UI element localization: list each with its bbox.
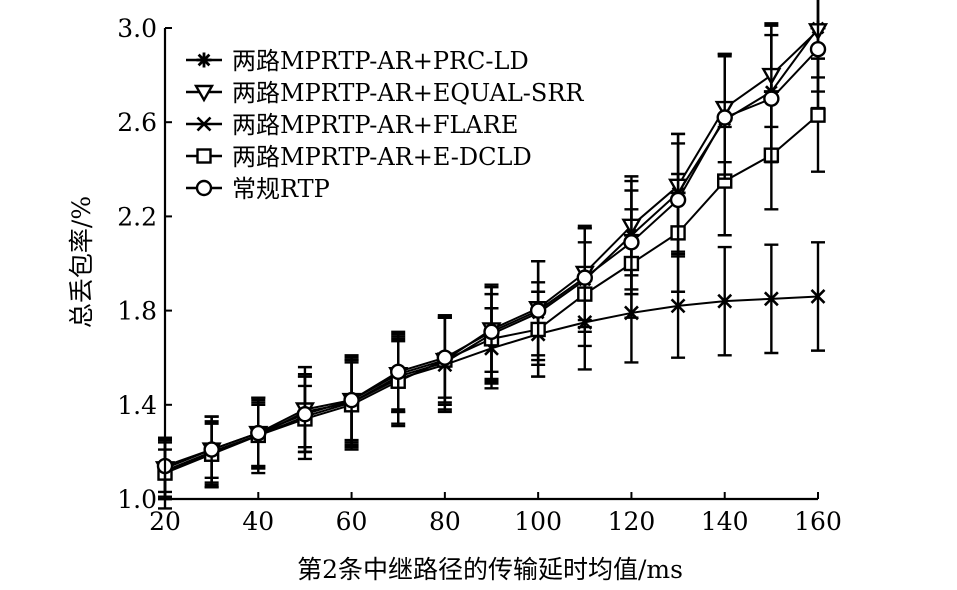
legend-entry-4: 两路MPRTP-AR+E-DCLD	[186, 143, 532, 171]
series-5-markers	[156, 40, 827, 475]
data-point	[763, 90, 780, 107]
legend-entry-3: 两路MPRTP-AR+FLARE	[186, 111, 518, 139]
legend-marker	[196, 148, 212, 164]
x-tick-label: 160	[794, 507, 842, 536]
legend-label: 两路MPRTP-AR+FLARE	[232, 111, 518, 139]
x-tick-label: 40	[242, 507, 274, 536]
y-tick-label: 1.8	[117, 297, 157, 326]
chart-marks-layer	[154, 0, 829, 510]
y-tick-label: 3.0	[117, 14, 157, 43]
data-point	[670, 298, 686, 314]
data-point	[529, 302, 547, 319]
legend-entry-1: 两路MPRTP-AR+PRC-LD	[186, 47, 529, 75]
x-tick-label: 60	[336, 507, 368, 536]
legend-marker	[195, 179, 213, 197]
data-point	[669, 191, 687, 209]
legend-marker	[196, 52, 212, 68]
legend-marker	[196, 116, 212, 132]
data-point	[436, 349, 454, 366]
x-axis-label: 第2条中继路径的传输延时均值/ms	[297, 555, 683, 584]
x-tick-label: 100	[514, 507, 562, 536]
y-axis-label: 总丢包率/%	[67, 196, 96, 328]
legend-marker	[193, 84, 215, 103]
x-tick-label: 140	[701, 507, 749, 536]
data-point	[250, 424, 267, 442]
x-tick-label: 80	[429, 507, 461, 536]
chart-axes-layer: 20 40 60 80 100 120 140 160 1.0 1.4 1.8 2.2 2.6 3.0	[117, 14, 842, 536]
y-tick-label: 2.6	[117, 108, 157, 137]
legend-label: 两路MPRTP-AR+EQUAL-SRR	[232, 79, 584, 107]
chart-legend: 两路MPRTP-AR+PRC-LD 两路MPRTP-AR+EQUAL-SRR 两路M…	[186, 47, 584, 203]
data-point	[809, 40, 827, 58]
x-tick-label: 120	[608, 507, 656, 536]
data-point	[343, 391, 360, 409]
data-point	[483, 323, 500, 340]
x-tick-label: 20	[149, 507, 181, 536]
legend-label: 两路MPRTP-AR+PRC-LD	[232, 47, 529, 75]
data-point	[763, 291, 779, 307]
legend-entry-2: 两路MPRTP-AR+EQUAL-SRR	[186, 79, 584, 107]
data-point	[203, 441, 220, 458]
data-point	[576, 269, 593, 286]
data-point	[810, 107, 826, 123]
data-point	[623, 234, 640, 251]
series-5	[156, 0, 827, 494]
data-point	[717, 293, 733, 309]
data-point	[296, 406, 314, 423]
legend-label: 两路MPRTP-AR+E-DCLD	[232, 143, 532, 171]
data-point	[810, 289, 826, 304]
data-point	[716, 109, 733, 126]
y-tick-label: 1.4	[117, 391, 157, 420]
data-point	[390, 363, 407, 381]
y-tick-label: 1.0	[117, 485, 157, 514]
y-tick-label: 2.2	[117, 202, 157, 231]
legend-entry-5: 常规RTP	[186, 175, 330, 203]
legend-label: 常规RTP	[232, 175, 330, 203]
